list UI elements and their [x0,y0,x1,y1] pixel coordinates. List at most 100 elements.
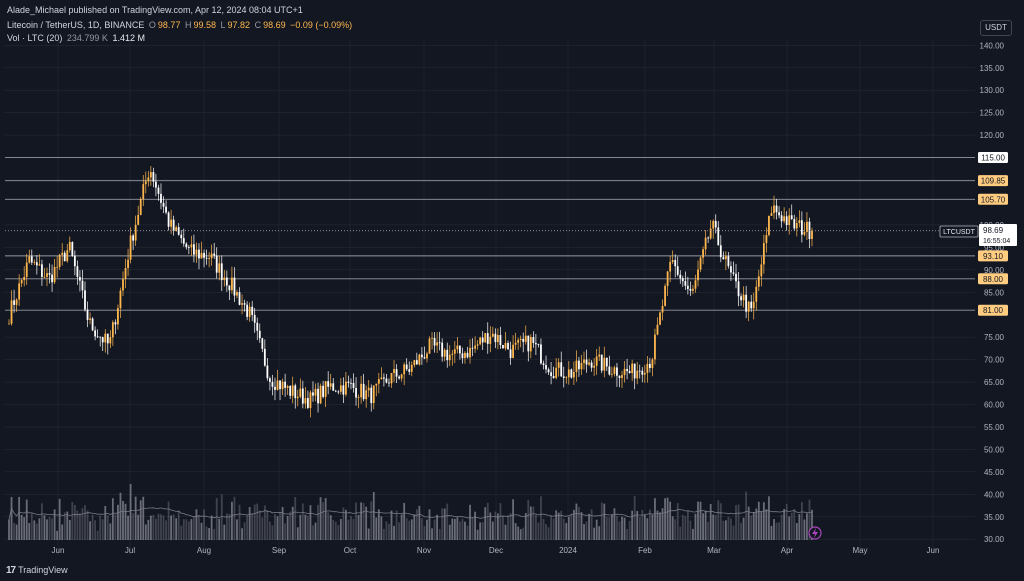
candle-body [798,220,801,224]
level-label: 81.00 [983,306,1004,315]
candle-body [385,378,388,383]
volume-bar [51,518,53,540]
candle-body [276,380,279,390]
candle-body [605,357,608,367]
tradingview-logo[interactable]: 17 TradingView [6,565,68,576]
candle-body [438,342,441,344]
candle-body [334,390,337,392]
candle-body [187,247,190,249]
volume-bar [800,502,803,540]
currency-button[interactable]: USDT [980,20,1012,36]
volume-bar [737,504,740,540]
lightning-icon[interactable] [808,526,822,540]
candle-body [101,337,104,343]
volume-bar [236,519,238,540]
candle-body [393,369,395,373]
candle-body [509,349,512,358]
volume-bar [73,504,76,540]
volume-bar [81,508,84,540]
candle-body [648,363,651,368]
candle-body [451,353,454,355]
candle-body [790,215,793,219]
candle-body [160,193,162,203]
volume-bar [317,504,319,540]
time-axis[interactable]: Jun Jul Aug Sep Oct Nov Dec 2024 Feb Mar Apr May Jun [52,546,940,555]
time-tick-label: Oct [344,546,357,555]
candle-body [66,250,69,262]
volume-bar [494,511,497,540]
candle-body [588,362,590,365]
volume-bar [570,513,573,540]
volume-bar [180,525,183,540]
candle-body [198,249,200,259]
volume-bar [238,504,241,540]
candle-body [458,345,461,354]
volume-label[interactable]: Vol · LTC (20) [7,33,63,43]
candle-body [712,220,715,229]
candle-body [737,281,740,297]
candle-body [104,333,107,343]
volume-bar [692,528,694,540]
candle-body [228,285,231,291]
volume-bar [540,496,542,540]
candle-body [177,227,180,235]
candle-body [398,376,401,379]
volume-bar [661,508,664,540]
candle-body [567,369,570,378]
volume-bar [702,513,704,540]
volume-bar [23,517,26,540]
volume-bar [395,510,398,540]
candle-body [806,221,808,233]
volume-bar [474,511,476,540]
volume-bar [426,519,428,540]
candle-body [213,253,216,256]
volume-bar [773,519,775,540]
candle-body [114,322,117,325]
candle-body [38,264,41,266]
candle-body [241,303,243,305]
candle-body [800,220,803,235]
candle-body [780,215,783,222]
symbol-title[interactable]: Litecoin / TetherUS, 1D, BINANCE [7,20,145,30]
level-badge [978,193,1008,205]
candle-body [514,342,517,345]
candle-body [370,387,373,404]
volume-bar [375,517,378,540]
candle-body [144,181,147,185]
volume-bar [476,529,479,540]
volume-bar [58,498,61,540]
volume-bar [730,518,732,540]
candle-body [182,238,185,244]
volume-bar [580,512,583,540]
level-badge [978,152,1008,164]
volume-bar [228,513,231,540]
volume-bar [795,523,798,540]
candle-body [296,396,299,399]
volume-bar [393,525,395,540]
candle-body [355,388,357,398]
candle-body [476,344,479,346]
high-value: 99.58 [193,20,216,30]
price-axis[interactable]: 140.00135.00130.00125.00120.00110.00100.… [980,41,1005,544]
volume-bar [355,502,357,540]
volume-bar [669,501,672,540]
candle-body [755,286,758,302]
candle-body [238,292,241,305]
candle-body [253,314,256,323]
price-tick-label: 60.00 [984,401,1005,410]
price-tick-label: 140.00 [980,41,1005,50]
candle-body [466,352,469,358]
candle-body [377,379,380,384]
volume-bar [63,512,66,540]
level-badge [978,273,1008,285]
volume-bar [808,499,811,540]
candle-body [676,266,679,275]
volume-bar [778,522,780,540]
volume-bar [261,517,264,540]
volume-bar [423,526,426,540]
candle-body [165,206,167,213]
candle-body [540,344,542,364]
candle-body [193,244,195,255]
candle-body [610,373,613,375]
